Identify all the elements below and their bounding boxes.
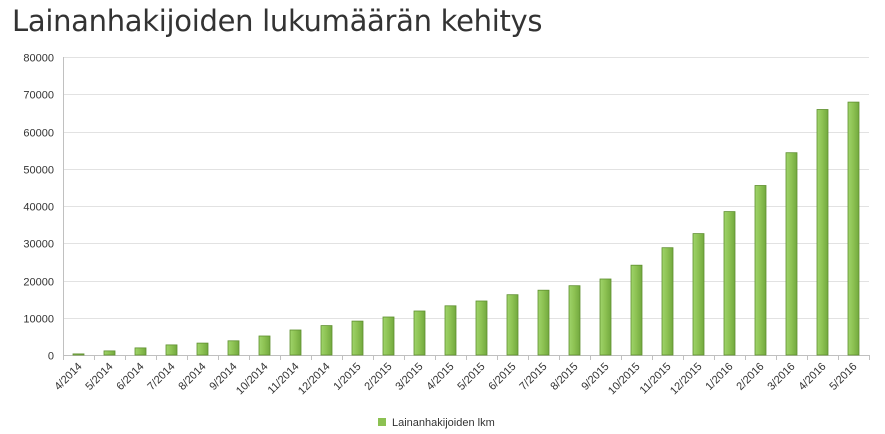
bar-4/2014[interactable] — [72, 353, 85, 356]
bar-1/2015[interactable] — [351, 320, 364, 356]
bar-1/2016[interactable] — [723, 211, 736, 356]
bar-10/2014[interactable] — [258, 335, 271, 356]
bar-11/2014[interactable] — [289, 329, 302, 356]
x-tick-label: 7/2015 — [517, 361, 549, 393]
bar-7/2014[interactable] — [165, 344, 178, 356]
x-tick-label: 2/2016 — [734, 361, 766, 393]
x-tick-label: 4/2015 — [424, 361, 456, 393]
y-axis: 0 10000 20000 30000 40000 50000 60000 70000 8000… — [23, 53, 64, 363]
bars — [72, 101, 860, 356]
x-tick-label: 3/2016 — [765, 361, 797, 393]
bar-4/2016[interactable] — [816, 109, 829, 356]
bar-6/2015[interactable] — [506, 294, 519, 356]
x-tick-label: 4/2016 — [796, 361, 828, 393]
bar-4/2015[interactable] — [444, 305, 457, 356]
y-tick-label: 50000 — [23, 165, 54, 177]
x-tick-label: 4/2014 — [52, 361, 84, 393]
y-tick-label: 40000 — [23, 202, 54, 214]
y-tick-label: 70000 — [23, 90, 54, 102]
bar-5/2015[interactable] — [475, 300, 488, 356]
bar-10/2015[interactable] — [630, 264, 643, 356]
legend-label: Lainanhakijoiden lkm — [392, 417, 495, 429]
x-tick-label: 10/2015 — [606, 361, 643, 398]
x-tick-label: 5/2014 — [83, 361, 115, 393]
x-tick-label: 1/2016 — [703, 361, 735, 393]
bar-9/2014[interactable] — [227, 340, 240, 356]
bar-12/2014[interactable] — [320, 325, 333, 356]
x-tick-label: 6/2014 — [114, 361, 146, 393]
bar-11/2015[interactable] — [661, 247, 674, 356]
bar-12/2015[interactable] — [692, 233, 705, 356]
y-tick-label: 20000 — [23, 277, 54, 289]
x-tick-label: 2/2015 — [362, 361, 394, 393]
x-tick-label: 6/2015 — [486, 361, 518, 393]
bar-3/2016[interactable] — [785, 152, 798, 356]
legend-swatch — [378, 418, 386, 426]
x-tick-label: 5/2015 — [455, 361, 487, 393]
bar-6/2014[interactable] — [134, 347, 147, 356]
bar-9/2015[interactable] — [599, 278, 612, 356]
bar-3/2015[interactable] — [413, 310, 426, 356]
x-tick-label: 8/2015 — [548, 361, 580, 393]
y-tick-label: 30000 — [23, 239, 54, 251]
x-tick-label: 11/2015 — [638, 361, 674, 397]
y-tick-label: 10000 — [23, 314, 54, 326]
bar-5/2016[interactable] — [847, 101, 860, 356]
x-tick-label: 5/2016 — [827, 361, 859, 393]
bar-7/2015[interactable] — [537, 289, 550, 356]
x-tick-label: 7/2014 — [145, 361, 177, 393]
bar-2/2016[interactable] — [754, 185, 767, 356]
bar-5/2014[interactable] — [103, 350, 116, 356]
x-tick-label: 12/2015 — [668, 361, 705, 398]
x-tick-label: 8/2014 — [176, 361, 208, 393]
y-tick-label: 60000 — [23, 128, 54, 140]
x-tick-label: 11/2014 — [266, 361, 302, 397]
gridlines — [63, 57, 869, 356]
y-tick-label: 0 — [48, 351, 54, 363]
x-tick-label: 1/2015 — [331, 361, 363, 393]
x-tick-label: 10/2014 — [234, 361, 271, 398]
x-tick-label: 12/2014 — [296, 361, 333, 398]
y-tick-label: 80000 — [23, 53, 54, 65]
legend[interactable]: Lainanhakijoiden lkm — [378, 417, 495, 429]
bar-2/2015[interactable] — [382, 316, 395, 356]
bar-8/2015[interactable] — [568, 285, 581, 356]
chart-title: Lainanhakijoiden lukumäärän kehitys — [12, 4, 543, 38]
bar-8/2014[interactable] — [196, 342, 209, 356]
x-tick-label: 3/2015 — [393, 361, 425, 393]
x-axis: 4/20145/20146/20147/20148/20149/201410/2… — [52, 355, 870, 398]
